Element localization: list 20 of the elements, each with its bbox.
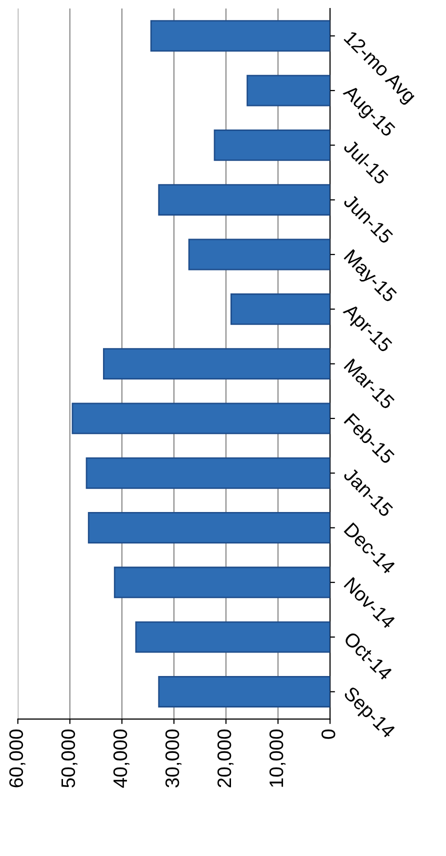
bar [150,20,330,52]
bar [158,184,330,216]
bar [188,238,330,270]
bar [114,566,330,598]
bar [86,457,330,489]
bar [72,402,330,434]
x-tick-label: 0 [321,730,336,739]
bar [103,348,330,380]
bar [246,74,330,106]
bar [88,512,330,544]
x-tick-label: 30,000 [165,730,182,788]
x-tick-label: 60,000 [9,730,26,788]
x-tick-label: 50,000 [61,730,78,788]
bar [158,676,330,708]
x-tick-label: 10,000 [269,730,286,787]
x-tick-label: 20,000 [217,730,234,788]
bar [214,129,330,161]
bar [135,621,330,653]
x-tick-label: 40,000 [113,730,130,788]
bar [230,293,330,325]
